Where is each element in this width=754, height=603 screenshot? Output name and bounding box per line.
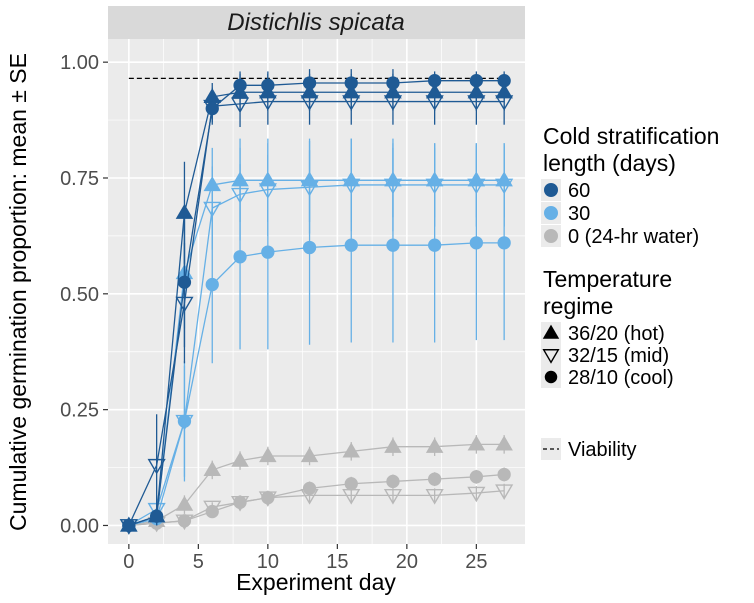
circle-marker — [344, 477, 358, 491]
triangle-up-marker — [495, 435, 513, 451]
triangle-down-marker — [495, 484, 514, 500]
circle-marker — [469, 74, 484, 88]
series-layer — [119, 69, 514, 535]
circle-marker — [205, 277, 219, 292]
circle-marker — [344, 238, 358, 252]
circle-marker — [497, 467, 511, 482]
circle-marker — [544, 370, 558, 384]
circle-marker — [302, 240, 317, 255]
triangle-up-marker — [300, 447, 319, 463]
legend-strat-title-1: Cold stratification — [543, 123, 719, 149]
circle-marker — [428, 238, 442, 252]
x-tick-label: 10 — [257, 551, 279, 573]
triangle-up-marker — [542, 324, 560, 339]
circle-marker — [205, 504, 219, 519]
circle-marker — [177, 275, 192, 289]
circle-marker — [122, 518, 136, 533]
triangle-down-marker — [467, 486, 486, 503]
legend: Cold stratification length (days) 60300 … — [541, 123, 719, 461]
series-line — [128, 80, 505, 527]
legend-temp-items: 36/20 (hot)32/15 (mid)28/10 (cool) — [541, 322, 674, 389]
series-30-cool — [122, 145, 511, 533]
triangle-up-marker — [467, 435, 486, 451]
circle-marker — [469, 236, 484, 250]
triangle-up-marker — [342, 442, 360, 458]
legend-strat-swatch — [544, 229, 558, 243]
x-tick-label: 15 — [326, 551, 348, 573]
circle-marker — [386, 238, 400, 252]
legend-strat-label: 60 — [568, 180, 590, 202]
circle-marker — [233, 78, 247, 92]
triangle-down-marker — [425, 489, 444, 505]
triangle-down-marker — [425, 95, 444, 111]
legend-temp-title-1: Temperature — [543, 266, 672, 292]
x-tick-label: 0 — [123, 551, 134, 573]
legend-strat-title-2: length (days) — [543, 150, 676, 176]
x-tick-label: 25 — [465, 551, 487, 573]
legend-strat-label: 30 — [568, 203, 590, 225]
triangle-up-marker — [175, 495, 194, 511]
circle-marker — [261, 245, 275, 259]
circle-marker — [302, 76, 317, 90]
circle-marker — [469, 470, 484, 484]
facet-title: Distichlis spicata — [227, 9, 404, 36]
triangle-up-marker — [384, 437, 402, 453]
x-axis: 0 5 10 15 20 25 — [123, 544, 487, 573]
circle-marker — [177, 414, 192, 428]
series-0-cool — [122, 467, 511, 533]
y-tick-label: 0.50 — [60, 284, 99, 306]
circle-marker — [302, 481, 317, 496]
y-tick-label: 0.25 — [60, 400, 99, 422]
circle-marker — [177, 514, 192, 528]
circle-marker — [344, 76, 358, 90]
circle-marker — [497, 74, 511, 88]
y-tick-label: 0.75 — [60, 168, 99, 190]
triangle-up-marker — [425, 437, 444, 453]
legend-temp-title-2: regime — [543, 293, 613, 319]
y-axis: 0.00 0.25 0.50 0.75 1.00 — [60, 52, 108, 537]
triangle-down-marker — [542, 349, 560, 364]
x-axis-title: Experiment day — [236, 569, 396, 595]
circle-marker — [497, 236, 511, 250]
triangle-down-marker — [467, 95, 486, 111]
circle-marker — [428, 472, 442, 486]
legend-strat-swatch — [544, 206, 558, 220]
circle-marker — [261, 491, 275, 505]
series-line — [128, 242, 505, 527]
legend-temp-label: 32/15 (mid) — [568, 345, 669, 367]
circle-marker — [233, 250, 247, 264]
circle-marker — [386, 76, 400, 90]
legend-strat-swatch — [544, 183, 558, 197]
circle-marker — [205, 101, 219, 116]
triangle-down-marker — [495, 95, 514, 111]
circle-marker — [150, 509, 164, 523]
circle-marker — [233, 495, 247, 509]
legend-temp-label: 36/20 (hot) — [568, 323, 665, 345]
y-tick-label: 1.00 — [60, 52, 99, 74]
legend-strat-label: 0 (24-hr water) — [568, 226, 699, 248]
y-tick-label: 0.00 — [60, 515, 99, 537]
y-axis-title: Cumulative germination proportion: mean … — [5, 53, 31, 531]
triangle-up-marker — [231, 451, 249, 467]
triangle-down-marker — [147, 458, 166, 475]
triangle-up-marker — [203, 461, 221, 476]
series-line — [128, 91, 505, 527]
legend-temp-label: 28/10 (cool) — [568, 367, 674, 389]
series-60-cool — [122, 69, 511, 533]
circle-marker — [386, 474, 400, 489]
circle-marker — [428, 74, 442, 88]
triangle-down-marker — [383, 489, 403, 505]
triangle-down-marker — [203, 201, 222, 218]
triangle-up-marker — [259, 447, 277, 463]
x-tick-label: 20 — [396, 551, 418, 573]
series-line — [128, 100, 505, 526]
facet-strip — [108, 6, 525, 39]
circle-marker — [261, 78, 275, 92]
legend-viability-label: Viability — [568, 439, 637, 461]
x-tick-label: 5 — [193, 551, 204, 573]
